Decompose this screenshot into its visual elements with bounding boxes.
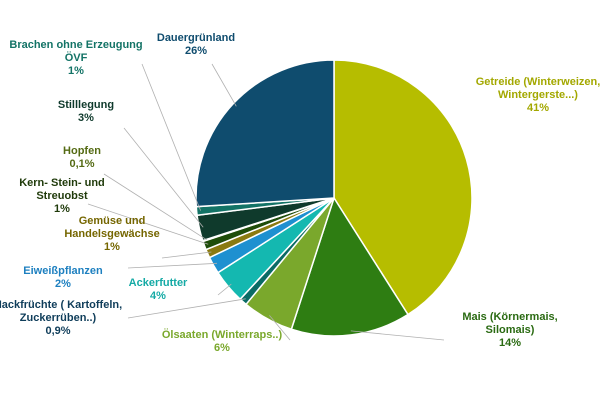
slice-label-name: Brachen ohne Erzeugung xyxy=(9,38,143,51)
slice-label-name: Stilllegung xyxy=(57,99,115,111)
slice-label: Mais (Körnermais, Silomais) 14% xyxy=(440,311,580,350)
slice-label-value: 41% xyxy=(526,101,550,114)
leader-line xyxy=(103,173,207,241)
slice-label: Brachen ohne Erzeugung ÖVF 1% xyxy=(1,39,151,78)
slice-label: Getreide (Winterweizen, Wintergerste...) 4… xyxy=(463,76,600,115)
slice-label: Stilllegung 3% xyxy=(41,99,131,125)
slice-label: Eiweißpflanzen 2% xyxy=(8,265,118,291)
slice-label-value: 3% xyxy=(78,112,94,124)
slice-label-name: Kern- Stein- und xyxy=(19,176,105,189)
slice-label-value: 26% xyxy=(184,45,208,57)
slice-label: Ölsaaten (Winterraps..) 6% xyxy=(142,329,302,355)
pie-slice xyxy=(333,59,473,316)
slice-label-value: 4% xyxy=(150,290,166,302)
leader-line xyxy=(141,63,201,211)
leader-line xyxy=(127,298,246,319)
slice-label-name: Getreide (Winterweizen, xyxy=(475,75,600,88)
leader-lines xyxy=(87,63,445,341)
leader-line xyxy=(87,203,209,245)
leader-line xyxy=(127,262,218,269)
slice-label-name: Streuobst xyxy=(36,189,88,202)
slice-label-name: Ackerfutter xyxy=(128,277,188,289)
slice-label-name: Silomais) xyxy=(485,323,535,336)
slice-label-value: 2% xyxy=(55,278,71,290)
slice-label-name: Zuckerrüben..) xyxy=(19,311,97,324)
slice-label: Hopfen 0,1% xyxy=(52,145,112,171)
pie-slice xyxy=(290,196,409,337)
slice-label: Dauergrünland 26% xyxy=(146,32,246,58)
slice-label-value: 0,9% xyxy=(45,324,71,337)
slice-label-name: ÖVF xyxy=(64,51,88,64)
leader-line xyxy=(161,251,212,259)
leader-line xyxy=(123,127,204,228)
slice-label-name: Handelsgewächse xyxy=(64,227,160,240)
leader-line xyxy=(211,63,237,107)
slice-label-value: 1% xyxy=(54,202,70,215)
pie-slice xyxy=(195,59,335,208)
leader-line xyxy=(269,315,291,341)
slice-label-name: Gemüse und xyxy=(78,214,146,227)
slice-label-value: 1% xyxy=(104,240,120,253)
leader-line xyxy=(217,283,232,296)
slice-label-name: Dauergrünland xyxy=(156,32,236,44)
slice-label: Ackerfutter 4% xyxy=(118,277,198,303)
slice-label-name: Eiweißpflanzen xyxy=(23,265,103,277)
slice-label-name: Ölsaaten (Winterraps..) xyxy=(161,329,283,341)
slice-label: Hackfrüchte ( Kartoffeln, Zuckerrüben..) 0… xyxy=(0,299,123,338)
slice-label-value: 1% xyxy=(68,64,84,77)
slice-label-value: 14% xyxy=(498,336,522,349)
slice-label-name: Hackfrüchte ( Kartoffeln, xyxy=(0,298,123,311)
slice-label-value: 0,1% xyxy=(69,158,95,170)
pie-slices xyxy=(195,59,473,337)
slice-label-name: Mais (Körnermais, xyxy=(462,310,558,323)
slice-label: Gemüse und Handelsgewächse 1% xyxy=(52,215,172,254)
slice-label-name: Wintergerste...) xyxy=(498,88,578,101)
slice-label-name: Hopfen xyxy=(63,145,101,157)
slice-label: Kern- Stein- und Streuobst 1% xyxy=(7,177,117,216)
leader-line xyxy=(350,330,445,341)
slice-label-value: 6% xyxy=(214,342,230,354)
